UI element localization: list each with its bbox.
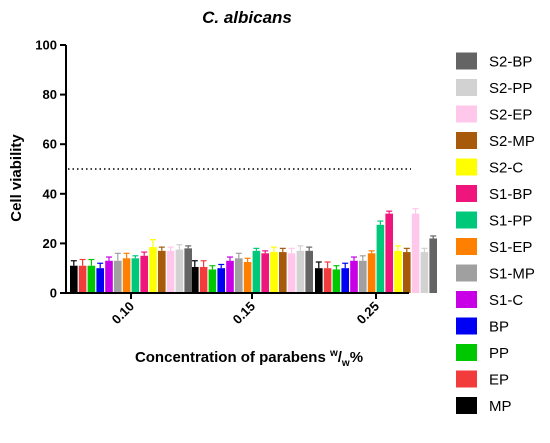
bar-s2-bp-0.25 [429,238,437,293]
bar-s2-mp-0.25 [403,252,411,293]
x-axis-title-main: Concentration of parabens [135,349,330,366]
bar-s1-bp-0.25 [385,213,393,293]
legend-swatch-s1-mp [456,264,477,282]
bar-s1-c-0.25 [350,260,358,293]
bar-mp-0.25 [315,268,323,293]
bar-s1-c-0.10 [105,260,113,293]
x-tick-label: 0.10 [109,299,138,328]
bar-s1-mp-0.15 [235,258,243,293]
bar-bp-0.25 [341,268,349,293]
bar-s1-ep-0.15 [243,262,252,293]
legend-label-s1-c: S1-C [489,292,523,309]
chart-title: C. albicans [202,8,292,27]
y-tick-label: 0 [50,286,57,301]
legend-swatch-s2-ep [456,105,477,123]
legend-swatch-s2-bp [456,52,477,70]
y-tick-label: 60 [43,137,57,152]
bar-s1-c-0.15 [226,260,234,293]
legend-swatch-ep [456,370,477,388]
y-tick-label: 100 [35,38,57,53]
legend-swatch-s1-bp [456,185,477,202]
bar-s1-pp-0.25 [376,224,385,293]
bar-s2-ep-0.15 [287,253,296,293]
legend-swatch-s1-pp [456,211,477,229]
bar-s2-c-0.25 [394,250,402,293]
bar-s2-bp-0.15 [305,250,313,293]
legend-label-s2-bp: S2-BP [489,54,532,71]
legend-label-pp: PP [489,345,509,362]
bar-s1-ep-0.25 [367,253,376,293]
bar-ep-0.25 [323,268,332,293]
legend-label-s1-bp: S1-BP [489,186,532,203]
plot-area: 0 20 40 60 80 100 0.10 0.15 0.25 [35,38,437,328]
legend: S2-BP S2-PP S2-EP S2-MP S2-C S1-BP S1-PP S1-EP S… [456,52,535,415]
bar-s2-mp-0.15 [279,252,287,293]
bar-s1-bp-0.10 [140,255,148,293]
bar-s1-mp-0.25 [359,260,367,293]
legend-label-s2-mp: S2-MP [489,133,535,150]
bar-s1-pp-0.15 [252,250,261,293]
bar-mp-0.10 [70,265,78,293]
legend-swatch-mp [456,397,477,414]
bar-s2-ep-0.10 [166,250,175,293]
bar-pp-0.15 [208,269,217,293]
bar-s1-bp-0.15 [261,253,269,293]
bar-s2-c-0.10 [149,247,157,293]
bar-ep-0.15 [199,266,208,293]
x-tick-label: 0.15 [230,299,259,328]
y-tick-label: 40 [43,186,57,201]
bar-s1-mp-0.10 [114,260,122,293]
legend-swatch-s1-ep [456,238,477,255]
x-tick-label: 0.25 [354,299,383,328]
bar-s2-pp-0.25 [420,252,429,293]
x-axis-title-tail: % [350,349,363,366]
x-axis-title-slash: / [338,349,343,366]
legend-swatch-bp [456,317,477,335]
legend-label-mp: MP [489,398,512,415]
bar-s2-ep-0.25 [411,213,420,293]
x-axis-title: Concentration of parabens w/w% [135,348,363,369]
bar-s2-bp-0.10 [184,248,192,293]
bar-s2-mp-0.10 [158,250,166,293]
x-axis-title-sub: w [341,358,350,369]
bar-s1-pp-0.10 [131,258,140,293]
legend-swatch-pp [456,344,477,361]
legend-label-s2-c: S2-C [489,160,523,177]
x-axis-title-sup: w [329,348,338,359]
legend-label-s2-ep: S2-EP [489,107,532,124]
bar-bp-0.15 [217,268,225,293]
y-tick-label: 20 [43,236,57,251]
bar-s2-c-0.15 [270,252,278,293]
legend-label-s1-ep: S1-EP [489,239,532,256]
y-tick-label: 80 [43,87,57,102]
bar-bp-0.10 [96,268,104,293]
bar-s2-pp-0.15 [296,250,305,293]
bar-mp-0.15 [191,266,199,293]
legend-label-s1-pp: S1-PP [489,213,532,230]
bar-s1-ep-0.10 [122,258,131,293]
legend-label-s2-pp: S2-PP [489,80,532,97]
legend-label-bp: BP [489,319,509,336]
legend-label-s1-mp: S1-MP [489,266,535,283]
bar-ep-0.10 [78,265,87,293]
bar-s2-pp-0.10 [175,249,184,293]
bar-pp-0.10 [87,265,96,293]
legend-swatch-s1-c [456,291,477,308]
legend-swatch-s2-mp [456,132,477,149]
legend-swatch-s2-pp [456,79,477,96]
bar-pp-0.25 [332,269,341,293]
legend-label-ep: EP [489,372,509,389]
legend-swatch-s2-c [456,158,477,176]
y-axis-title: Cell viability [8,134,25,222]
